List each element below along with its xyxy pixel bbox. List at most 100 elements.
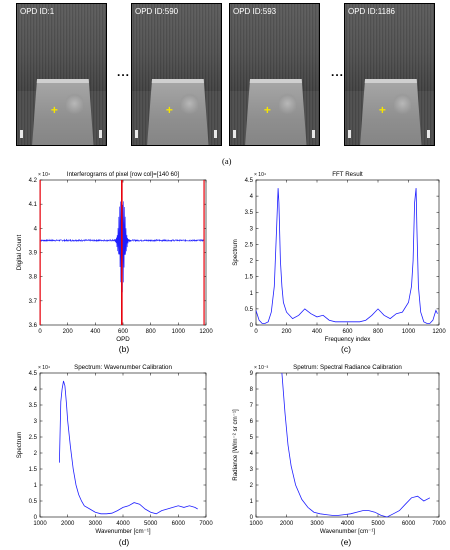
plot-area-d <box>39 372 207 518</box>
y-tick-label: 3.9 <box>29 251 38 257</box>
y-tick-label: 2 <box>34 451 38 457</box>
y-multiplier: × 10⁻³ <box>254 365 269 371</box>
spectrum-line <box>59 380 198 515</box>
ellipsis-2: ... <box>331 65 345 79</box>
y-axis-label: Spectrum <box>232 239 239 265</box>
x-tick-label: 600 <box>118 329 129 335</box>
y-multiplier: × 10⁴ <box>254 172 266 178</box>
y-tick-label: 0 <box>250 515 254 521</box>
target-object <box>32 78 94 145</box>
x-axis-label: Wavenumber [cm⁻¹] <box>95 528 151 535</box>
x-tick-label: 4000 <box>116 521 130 527</box>
y-tick-label: 3.5 <box>29 403 38 409</box>
edge-marker-left <box>19 129 24 138</box>
edge-marker-left <box>347 129 352 138</box>
opd-frame-4: + OPD ID:1186 <box>344 3 435 146</box>
y-tick-label: 1 <box>250 499 254 505</box>
panel-label: (d) <box>119 537 130 547</box>
opd-frame-3: + OPD ID:593 <box>229 3 320 146</box>
y-tick-label: 4.5 <box>245 178 254 184</box>
fft-line <box>255 188 438 324</box>
x-tick-label: 0 <box>38 329 42 335</box>
panel-label: (c) <box>341 344 351 354</box>
target-object <box>147 78 209 145</box>
target-lid <box>35 78 91 83</box>
y-tick-label: 4 <box>34 226 38 232</box>
y-tick-label: 4.5 <box>29 371 38 377</box>
target-mark <box>65 91 84 115</box>
edge-marker-right <box>213 129 218 138</box>
y-tick-label: 2 <box>250 259 254 265</box>
y-tick-label: 3 <box>34 419 38 425</box>
y-tick-label: 8 <box>250 387 254 393</box>
opd-frame-label: OPD ID:1 <box>20 7 55 16</box>
y-tick-label: 1 <box>34 483 38 489</box>
y-multiplier: × 10⁴ <box>38 172 50 178</box>
target-lid <box>248 78 304 83</box>
frame-background <box>17 4 106 92</box>
radiance-line <box>281 372 431 518</box>
opd-frame-label: OPD ID:1186 <box>348 7 395 16</box>
y-tick-label: 0 <box>34 515 38 521</box>
x-tick-label: 800 <box>373 329 384 335</box>
frame-background <box>132 4 221 92</box>
y-tick-label: 2.5 <box>245 242 254 248</box>
x-tick-label: 6000 <box>172 521 186 527</box>
target-lid <box>363 78 419 83</box>
x-tick-label: 1000 <box>172 329 186 335</box>
x-tick-label: 7000 <box>199 521 213 527</box>
target-mark <box>180 91 199 115</box>
y-tick-label: 4 <box>250 451 254 457</box>
x-axis-label: Wavenumber [cm⁻¹] <box>320 528 376 535</box>
y-tick-label: 4.1 <box>29 202 38 208</box>
x-tick-label: 1200 <box>199 329 213 335</box>
opd-frame-label: OPD ID:593 <box>233 7 277 16</box>
y-tick-label: 0 <box>250 323 254 329</box>
y-tick-label: 1 <box>250 291 254 297</box>
x-tick-label: 400 <box>312 329 323 335</box>
target-object <box>245 78 307 145</box>
y-tick-label: 3.7 <box>29 299 38 305</box>
y-tick-label: 1.5 <box>245 275 254 281</box>
opd-frame-2: + OPD ID:590 <box>131 3 222 146</box>
pixel-marker-icon: + <box>378 103 386 118</box>
target-lid <box>150 78 206 83</box>
x-tick-label: 1200 <box>432 329 446 335</box>
x-tick-label: 2000 <box>61 521 75 527</box>
y-tick-label: 5 <box>250 435 254 441</box>
x-tick-label: 3000 <box>310 521 324 527</box>
x-tick-label: 2000 <box>280 521 294 527</box>
pixel-marker-icon: + <box>165 103 173 118</box>
target-object <box>360 78 422 145</box>
x-tick-label: 1000 <box>402 329 416 335</box>
y-tick-label: 3.6 <box>29 323 38 329</box>
edge-marker-right <box>426 129 431 138</box>
x-tick-label: 200 <box>63 329 74 335</box>
y-multiplier: × 10⁴ <box>38 365 50 371</box>
y-tick-label: 7 <box>250 403 254 409</box>
x-tick-label: 600 <box>342 329 353 335</box>
ellipsis-1: ... <box>117 65 131 79</box>
chart-title: Spectrum: Wavenumber Calibration <box>74 364 172 371</box>
chart-title: Interferograms of pixel [row col]=[140 6… <box>67 171 180 178</box>
y-axis-label: Radiance [W/m⁻² sr cm⁻¹] <box>232 409 239 481</box>
opd-frame-label: OPD ID:590 <box>135 7 179 16</box>
y-tick-label: 2 <box>250 483 254 489</box>
y-tick-label: 1.5 <box>29 467 38 473</box>
x-tick-label: 800 <box>146 329 157 335</box>
edge-marker-right <box>311 129 316 138</box>
x-axis-label: OPD <box>116 336 130 343</box>
y-tick-label: 3.5 <box>245 210 254 216</box>
target-mark <box>393 91 412 115</box>
edge-marker-left <box>232 129 237 138</box>
target-mark <box>278 91 297 115</box>
x-tick-label: 1000 <box>249 521 263 527</box>
y-tick-label: 9 <box>250 371 254 377</box>
x-tick-label: 5000 <box>144 521 158 527</box>
chart-title: FFT Result <box>332 171 363 178</box>
y-axis-label: Digital Count <box>16 235 23 271</box>
x-tick-label: 7000 <box>432 521 446 527</box>
frame-background <box>230 4 319 92</box>
